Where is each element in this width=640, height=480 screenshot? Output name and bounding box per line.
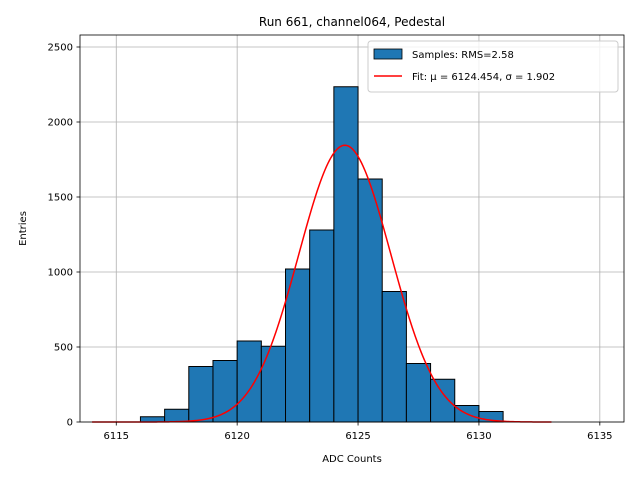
x-tick-label: 6115 bbox=[104, 431, 129, 442]
histogram-bar bbox=[381, 291, 407, 423]
y-axis-label: Entries bbox=[18, 211, 29, 246]
histogram-bar bbox=[164, 408, 190, 423]
y-axis-ticks: 0 500 1000 1500 2000 2500 bbox=[48, 43, 80, 429]
histogram-bar bbox=[333, 86, 359, 423]
x-tick-label: 6135 bbox=[587, 431, 612, 442]
histogram-bar bbox=[357, 178, 383, 423]
y-tick-label: 2000 bbox=[48, 118, 73, 129]
y-tick-label: 1000 bbox=[48, 268, 73, 279]
x-tick-label: 6125 bbox=[345, 431, 370, 442]
plot-frame bbox=[79, 34, 625, 423]
legend-fit-label: Fit: μ = 6124.454, σ = 1.902 bbox=[412, 72, 555, 83]
legend-box bbox=[367, 40, 619, 93]
x-tick-label: 6120 bbox=[224, 431, 249, 442]
y-tick-label: 500 bbox=[54, 343, 73, 354]
x-tick-label: 6130 bbox=[466, 431, 491, 442]
histogram-bar bbox=[309, 229, 335, 423]
legend-histogram-label: Samples: RMS=2.58 bbox=[412, 50, 514, 61]
legend: Samples: RMS=2.58 Fit: μ = 6124.454, σ =… bbox=[367, 40, 619, 93]
y-tick-label: 0 bbox=[67, 418, 73, 429]
histogram-bar bbox=[405, 363, 432, 423]
histogram-bar bbox=[212, 360, 238, 423]
histogram-bar bbox=[236, 340, 262, 423]
x-axis-ticks: 6115 6120 6125 6130 6135 bbox=[104, 422, 613, 442]
histogram-bar bbox=[285, 268, 311, 423]
y-tick-label: 1500 bbox=[48, 193, 73, 204]
y-tick-label: 2500 bbox=[48, 43, 73, 54]
chart-title: Run 661, channel064, Pedestal bbox=[259, 15, 445, 29]
histogram-bar bbox=[188, 366, 214, 423]
histogram-bar bbox=[430, 378, 456, 423]
x-axis-label: ADC Counts bbox=[322, 454, 382, 465]
histogram-bar bbox=[260, 345, 287, 423]
legend-histogram-swatch bbox=[373, 48, 403, 60]
